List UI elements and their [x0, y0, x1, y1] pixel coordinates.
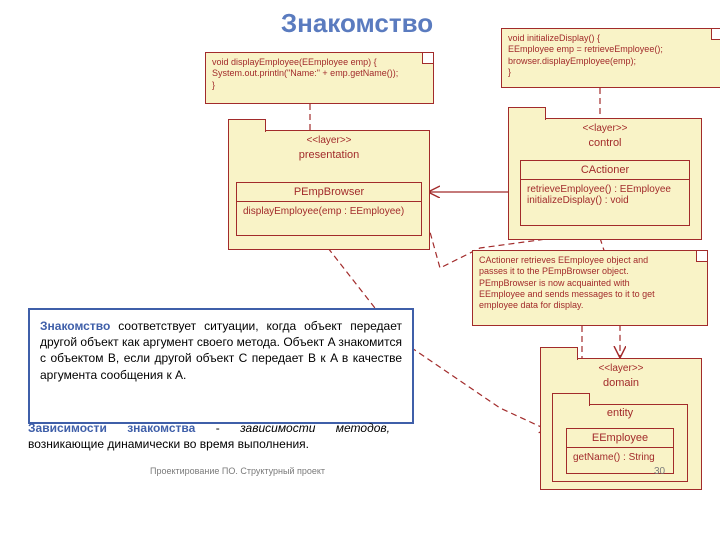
- code-note-init: void initializeDisplay() { EEmployee emp…: [501, 28, 720, 88]
- code-note-display: void displayEmployee(EEmployee emp) { Sy…: [205, 52, 434, 104]
- code-line: browser.displayEmployee(emp);: [508, 56, 716, 67]
- slide-canvas: Знакомство void displayEmployee(EEmploye…: [0, 0, 720, 540]
- note-line: passes it to the PEmpBrowser object.: [479, 266, 701, 277]
- package-tab-icon: [228, 119, 266, 132]
- page-number: 30: [654, 466, 665, 477]
- dependency-text: Зависимости знакомства - зависимости мет…: [28, 420, 390, 452]
- code-line: EEmployee emp = retrieveEmployee();: [508, 44, 716, 55]
- class-cactioner: CActioner retrieveEmployee() : EEmployee…: [520, 160, 690, 226]
- operation: displayEmployee(emp : EEmployee): [243, 206, 415, 217]
- package-name: presentation: [229, 149, 429, 161]
- note-line: employee data for display.: [479, 300, 701, 311]
- slide-footer: Проектирование ПО. Структурный проект: [150, 466, 325, 476]
- note-line: PEmpBrowser is now acquainted with: [479, 278, 701, 289]
- operation: getName() : String: [573, 452, 667, 463]
- package-tab-icon: [552, 393, 590, 406]
- note-fold-icon: [711, 29, 720, 40]
- code-line: System.out.println("Name:" + emp.getName…: [212, 68, 427, 79]
- explain-note: CActioner retrieves EEmployee object and…: [472, 250, 708, 326]
- code-line: void displayEmployee(EEmployee emp) {: [212, 57, 427, 68]
- stereotype: <<layer>>: [541, 363, 701, 374]
- slide-title: Знакомство: [232, 8, 482, 39]
- package-tab-icon: [540, 347, 578, 360]
- definition-keyword: Знакомство: [40, 319, 110, 333]
- stereotype: <<layer>>: [229, 135, 429, 146]
- package-name: entity: [553, 407, 687, 419]
- operation: initializeDisplay() : void: [527, 195, 683, 206]
- code-line: void initializeDisplay() {: [508, 33, 716, 44]
- dependency-tail: возникающие динамически во время выполне…: [28, 437, 309, 451]
- note-fold-icon: [696, 251, 707, 262]
- note-line: CActioner retrieves EEmployee object and: [479, 255, 701, 266]
- note-fold-icon: [422, 53, 433, 64]
- class-name: EEmployee: [567, 429, 673, 448]
- code-line: }: [212, 80, 427, 91]
- package-name: control: [509, 137, 701, 149]
- class-name: PEmpBrowser: [237, 183, 421, 202]
- dependency-sep: -: [195, 421, 240, 435]
- package-tab-icon: [508, 107, 546, 120]
- stereotype: <<layer>>: [509, 123, 701, 134]
- dependency-keyword: Зависимости знакомства: [28, 421, 195, 435]
- class-pempbrowser: PEmpBrowser displayEmployee(emp : EEmplo…: [236, 182, 422, 236]
- definition-box: Знакомство соответствует ситуации, когда…: [28, 308, 414, 424]
- operation: retrieveEmployee() : EEmployee: [527, 184, 683, 195]
- class-name: CActioner: [521, 161, 689, 180]
- code-line: }: [508, 67, 716, 78]
- package-name: domain: [541, 377, 701, 389]
- note-line: EEmployee and sends messages to it to ge…: [479, 289, 701, 300]
- dependency-italic: зависимости методов,: [240, 421, 390, 435]
